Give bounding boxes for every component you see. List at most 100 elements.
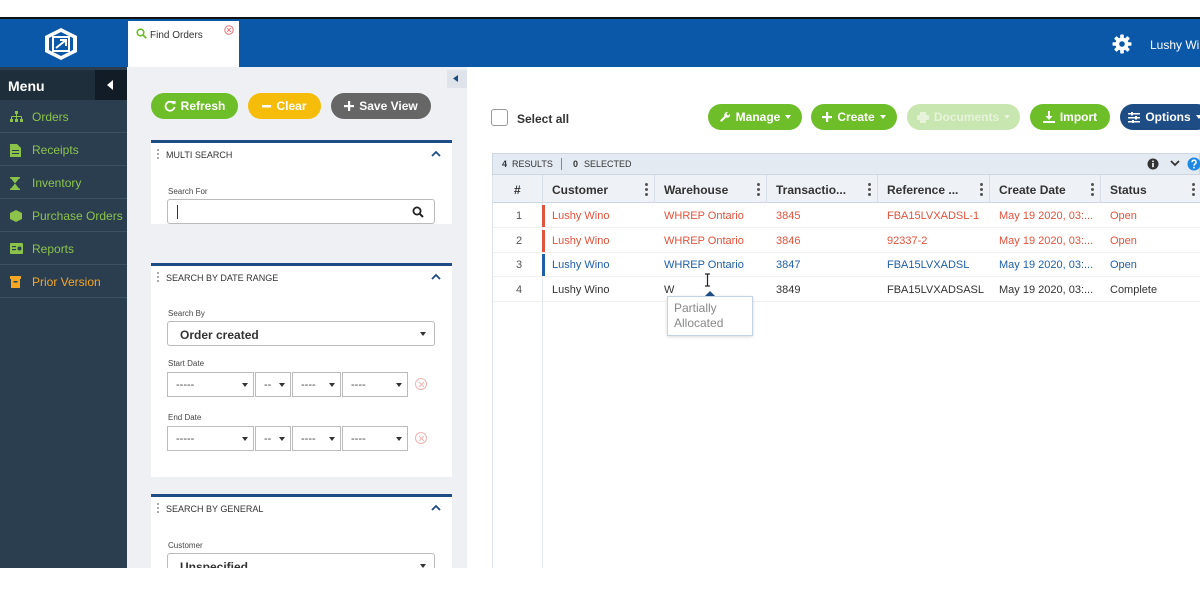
search-icon[interactable]: [412, 206, 424, 218]
gear-icon[interactable]: [1112, 34, 1132, 54]
wrench-icon: [719, 111, 730, 122]
date-range-header[interactable]: SEARCH BY DATE RANGE: [151, 266, 452, 290]
cell-customer[interactable]: Lushy Wino: [552, 259, 610, 271]
select-all-label[interactable]: Select all: [517, 112, 570, 126]
app-logo-icon[interactable]: [43, 27, 79, 61]
end-time-select[interactable]: ----: [342, 426, 408, 451]
refresh-button[interactable]: Refresh: [151, 93, 238, 119]
drag-handle[interactable]: [157, 503, 159, 513]
start-day-select[interactable]: --: [255, 372, 291, 397]
start-time-select[interactable]: ----: [342, 372, 408, 397]
menu-collapse-button[interactable]: [95, 70, 127, 100]
drag-handle[interactable]: [157, 272, 159, 282]
table-row[interactable]: 3 Lushy Wino WHREP Ontario 3847 FBA15LVXADSL…: [493, 253, 1200, 277]
search-input[interactable]: [167, 199, 435, 224]
save-view-button[interactable]: Save View: [331, 93, 431, 119]
sidebar-item-purchase-orders[interactable]: Purchase Orders: [0, 200, 127, 232]
table-row[interactable]: 4 Lushy Wino W 3849 FBA15LVXADSASL May 19 202…: [493, 278, 1200, 302]
info-icon[interactable]: [1147, 158, 1159, 170]
header-label: Create Date: [999, 183, 1066, 197]
start-month-select[interactable]: -----: [167, 372, 254, 397]
start-date-label: Start Date: [168, 359, 205, 368]
multi-search-header[interactable]: MULTI SEARCH: [151, 143, 452, 167]
end-month-select[interactable]: -----: [167, 426, 254, 451]
cell-warehouse[interactable]: WHREP Ontario: [664, 234, 744, 247]
cell-create-date: May 19 2020, 03:...: [999, 259, 1094, 271]
column-header-reference[interactable]: Reference ...: [878, 175, 990, 203]
column-header-customer[interactable]: Customer: [543, 175, 655, 203]
cell-reference: 92337-2: [887, 234, 928, 247]
help-icon[interactable]: [1187, 157, 1200, 171]
column-header-number[interactable]: #: [493, 175, 543, 203]
column-menu-icon[interactable]: [645, 183, 648, 198]
select-value: --: [264, 379, 272, 391]
column-header-transaction[interactable]: Transactio...: [767, 175, 878, 203]
user-name[interactable]: Lushy Wino: [1150, 38, 1200, 52]
cell-warehouse[interactable]: W: [664, 283, 675, 296]
chevron-up-icon[interactable]: [431, 150, 441, 157]
import-button[interactable]: Import: [1030, 104, 1110, 130]
cell-warehouse[interactable]: WHREP Ontario: [664, 259, 744, 271]
sidebar-item-orders[interactable]: Orders: [0, 101, 127, 133]
end-year-select[interactable]: ----: [292, 426, 341, 451]
cell-status: Open: [1110, 234, 1137, 247]
sidebar-item-receipts[interactable]: Receipts: [0, 134, 127, 166]
sidebar-item-reports[interactable]: Reports: [0, 233, 127, 265]
sitemap-icon: [10, 111, 23, 122]
clear-start-date-icon[interactable]: [415, 378, 427, 390]
select-all-checkbox[interactable]: [491, 109, 508, 126]
cell-warehouse[interactable]: WHREP Ontario: [664, 210, 744, 222]
drag-handle[interactable]: [157, 149, 159, 159]
search-by-select[interactable]: Order created: [167, 321, 435, 346]
column-header-status[interactable]: Status: [1101, 175, 1200, 203]
clear-end-date-icon[interactable]: [415, 432, 427, 444]
tab-find-orders[interactable]: Find Orders: [128, 21, 239, 69]
documents-button[interactable]: Documents: [907, 104, 1020, 130]
column-header-create-date[interactable]: Create Date: [990, 175, 1101, 203]
selected-count: 0: [573, 159, 579, 169]
panel-collapse-button[interactable]: [447, 70, 467, 88]
manage-button[interactable]: Manage: [708, 104, 802, 130]
create-button[interactable]: Create: [811, 104, 897, 130]
printer-icon: [916, 111, 929, 123]
header-label: Warehouse: [664, 183, 729, 197]
table-row[interactable]: 2 Lushy Wino WHREP Ontario 3846 92337-2 May 1…: [493, 229, 1200, 253]
box-icon: [10, 210, 22, 222]
cell-number: 3: [516, 259, 523, 271]
general-search-card: SEARCH BY GENERAL Customer Unspecified: [151, 494, 452, 568]
chevron-up-icon[interactable]: [431, 273, 441, 280]
options-button[interactable]: Options: [1120, 104, 1200, 130]
row-status-stripe: [542, 229, 545, 252]
sidebar-item-inventory[interactable]: Inventory: [0, 167, 127, 199]
general-search-header[interactable]: SEARCH BY GENERAL: [151, 497, 452, 521]
chevron-down-icon[interactable]: [1170, 160, 1180, 167]
select-value: --: [264, 433, 272, 445]
cell-customer[interactable]: Lushy Wino: [552, 283, 610, 296]
customer-select[interactable]: Unspecified: [167, 553, 435, 568]
column-menu-icon[interactable]: [1192, 183, 1195, 198]
card-title: SEARCH BY GENERAL: [166, 504, 264, 514]
sidebar-item-prior-version[interactable]: Prior Version: [0, 266, 127, 298]
sidebar-item-label: Purchase Orders: [32, 209, 123, 223]
table-header: # Customer Warehouse Transactio... Refer…: [493, 175, 1200, 203]
tooltip-pointer: [705, 291, 715, 296]
column-menu-icon[interactable]: [1091, 183, 1094, 198]
start-year-select[interactable]: ----: [292, 372, 341, 397]
tab-close-icon[interactable]: [224, 25, 234, 35]
select-value: ----: [351, 379, 366, 391]
clear-button[interactable]: Clear: [248, 93, 321, 119]
cell-reference: FBA15LVXADSL-1: [887, 210, 980, 222]
caret-left-icon: [453, 75, 458, 82]
end-day-select[interactable]: --: [255, 426, 291, 451]
table-row[interactable]: 1 Lushy Wino WHREP Ontario 3845 FBA15LVXADSL…: [493, 204, 1200, 228]
column-header-warehouse[interactable]: Warehouse: [655, 175, 767, 203]
cell-customer[interactable]: Lushy Wino: [552, 210, 610, 222]
app-window: Find Orders Lushy Wino: [0, 17, 1200, 568]
cell-customer[interactable]: Lushy Wino: [552, 234, 610, 247]
column-menu-icon[interactable]: [980, 183, 983, 198]
results-summary-bar: 4 RESULTS 0 SELECTED: [492, 153, 1200, 175]
column-menu-icon[interactable]: [757, 183, 760, 198]
chevron-up-icon[interactable]: [431, 504, 441, 511]
column-menu-icon[interactable]: [868, 183, 871, 198]
hourglass-icon: [10, 177, 20, 190]
